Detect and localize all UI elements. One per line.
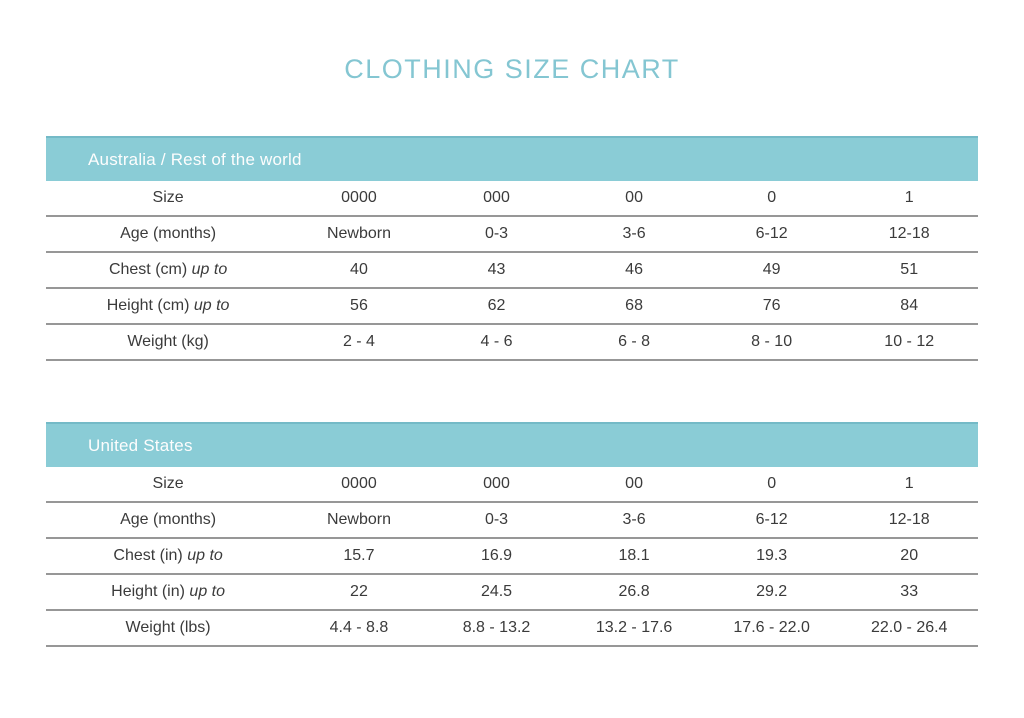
cell-value: 1 bbox=[904, 475, 914, 492]
cell-value: 3-6 bbox=[622, 225, 646, 242]
cell-value: 000 bbox=[483, 189, 510, 206]
table-header-band: United States bbox=[46, 422, 978, 467]
table-row: Height (cm) up to 56 62 68 76 84 bbox=[46, 289, 978, 325]
cell-value: 8 - 10 bbox=[751, 333, 793, 350]
table-header-band: Australia / Rest of the world bbox=[46, 136, 978, 181]
size-table-australia: Australia / Rest of the world Size 0000 00… bbox=[46, 136, 978, 361]
cell-value: 1 bbox=[904, 189, 914, 206]
table-row: Age (months) Newborn 0-3 3-6 6-12 12-18 bbox=[46, 503, 978, 539]
cell-value: 19.3 bbox=[756, 547, 788, 564]
cell-value: 62 bbox=[487, 297, 506, 314]
cell-value: 6-12 bbox=[755, 511, 788, 528]
table-header-label: United States bbox=[88, 435, 193, 455]
cell-value: 15.7 bbox=[343, 547, 375, 564]
cell-value: 000 bbox=[483, 475, 510, 492]
cell-value: 0 bbox=[767, 475, 777, 492]
cell-value: 13.2 - 17.6 bbox=[595, 619, 673, 636]
cell-value: 24.5 bbox=[480, 583, 513, 600]
cell-value: 22.0 - 26.4 bbox=[870, 619, 948, 636]
cell-value: 68 bbox=[625, 297, 643, 314]
cell-value: 56 bbox=[350, 297, 368, 314]
cell-value: 3-6 bbox=[622, 511, 646, 528]
cell-value: 4 - 6 bbox=[480, 333, 513, 350]
cell-value: 00 bbox=[625, 475, 643, 492]
cell-value: 0 bbox=[767, 189, 777, 206]
cell-value: 20 bbox=[900, 547, 919, 564]
cell-value: 84 bbox=[900, 297, 919, 314]
cell-value: 2 - 4 bbox=[342, 333, 375, 350]
cell-value: 4.4 - 8.8 bbox=[329, 619, 389, 636]
table-row: Weight (lbs) 4.4 - 8.8 8.8 - 13.2 13.2 - 17… bbox=[46, 611, 978, 647]
cell-value: 8.8 - 13.2 bbox=[462, 619, 531, 636]
table-row: Size 0000 000 00 0 1 bbox=[46, 467, 978, 503]
cell-value: 00 bbox=[625, 189, 643, 206]
page: CLOTHING SIZE CHART Australia / Rest of … bbox=[0, 52, 1024, 718]
table-row: Age (months) Newborn 0-3 3-6 6-12 12-18 bbox=[46, 217, 978, 253]
row-label: Size bbox=[152, 189, 184, 206]
cell-value: 0000 bbox=[341, 475, 377, 492]
cell-value: Newborn bbox=[326, 225, 391, 242]
cell-value: 6-12 bbox=[755, 225, 788, 242]
cell-value: 43 bbox=[487, 261, 506, 278]
row-label: Weight (lbs) bbox=[125, 619, 211, 636]
cell-value: 29.2 bbox=[756, 583, 788, 600]
table-row: Height (in) up to 22 24.5 26.8 29.2 33 bbox=[46, 575, 978, 611]
size-table-united-states: United States Size 0000 000 00 0 1 Age (months… bbox=[46, 422, 978, 647]
table-body: Size 0000 000 00 0 1 Age (months) Newborn 0-3 3-6… bbox=[46, 467, 978, 647]
table-row: Chest (cm) up to 40 43 46 49 51 bbox=[46, 253, 978, 289]
cell-value: 33 bbox=[900, 583, 919, 600]
row-label: Chest (cm) up to bbox=[108, 261, 228, 278]
cell-value: 0-3 bbox=[484, 511, 509, 528]
row-label: Chest (in) up to bbox=[113, 547, 223, 564]
row-label: Age (months) bbox=[120, 225, 217, 242]
cell-value: 26.8 bbox=[618, 583, 650, 600]
cell-value: 0000 bbox=[341, 189, 377, 206]
row-label: Size bbox=[152, 475, 184, 492]
row-label: Height (cm) up to bbox=[106, 297, 230, 314]
cell-value: 22 bbox=[350, 583, 368, 600]
table-row: Weight (kg) 2 - 4 4 - 6 6 - 8 8 - 10 10 - 12 bbox=[46, 325, 978, 361]
cell-value: 6 - 8 bbox=[618, 333, 651, 350]
table-row: Size 0000 000 00 0 1 bbox=[46, 181, 978, 217]
row-label: Weight (kg) bbox=[127, 333, 209, 350]
row-label: Age (months) bbox=[120, 511, 217, 528]
cell-value: 12-18 bbox=[888, 511, 930, 528]
cell-value: 40 bbox=[350, 261, 368, 278]
cell-value: 12-18 bbox=[888, 225, 930, 242]
cell-value: 76 bbox=[762, 297, 781, 314]
cell-value: 49 bbox=[762, 261, 781, 278]
cell-value: 51 bbox=[900, 261, 919, 278]
table-row: Chest (in) up to 15.7 16.9 18.1 19.3 20 bbox=[46, 539, 978, 575]
cell-value: Newborn bbox=[326, 511, 391, 528]
cell-value: 46 bbox=[625, 261, 643, 278]
cell-value: 10 - 12 bbox=[884, 333, 935, 350]
page-title: CLOTHING SIZE CHART bbox=[344, 54, 680, 84]
row-label: Height (in) up to bbox=[111, 583, 225, 600]
cell-value: 16.9 bbox=[480, 547, 513, 564]
cell-value: 18.1 bbox=[618, 547, 650, 564]
cell-value: 0-3 bbox=[484, 225, 509, 242]
cell-value: 17.6 - 22.0 bbox=[733, 619, 810, 636]
table-header-label: Australia / Rest of the world bbox=[88, 149, 302, 169]
table-body: Size 0000 000 00 0 1 Age (months) Newborn 0-3 3-6… bbox=[46, 181, 978, 361]
